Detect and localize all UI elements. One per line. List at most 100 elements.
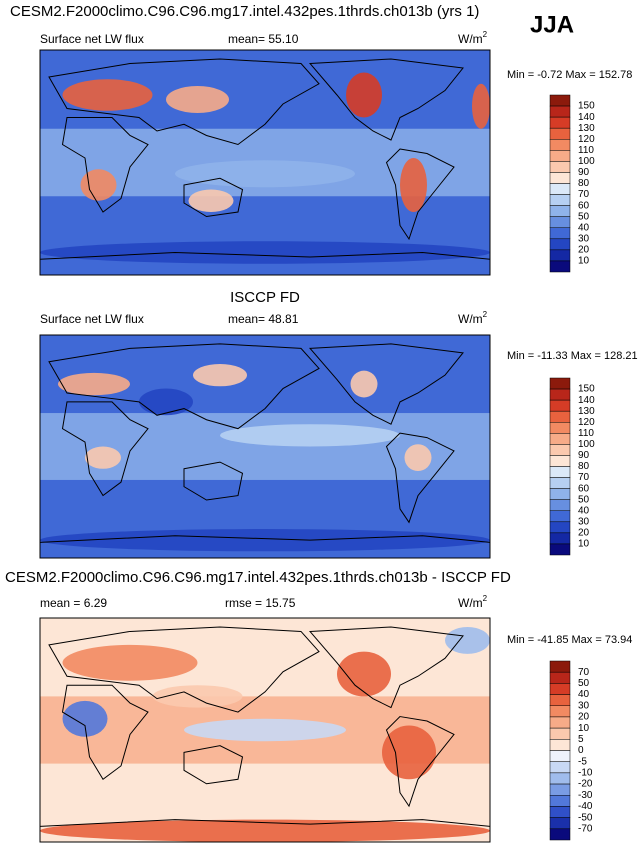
colorbar-box	[549, 543, 571, 556]
colorbar-label: 140	[578, 395, 595, 406]
coastline	[385, 432, 455, 524]
colorbar-box	[549, 705, 571, 718]
colorbar-label: 5	[578, 734, 584, 745]
colorbar-box	[549, 433, 571, 445]
colorbar-box	[549, 716, 571, 729]
map-field	[62, 79, 153, 111]
colorbar-box	[549, 750, 571, 762]
panel-title: CESM2.F2000climo.C96.C96.mg17.intel.432p…	[5, 569, 511, 586]
colorbar-label: 120	[578, 417, 595, 428]
colorbar-box	[549, 683, 571, 695]
coastline	[40, 819, 490, 827]
colorbar-label: -30	[578, 790, 593, 801]
coastline	[308, 343, 464, 425]
colorbar-box	[549, 410, 571, 423]
colorbar-label: -10	[578, 768, 593, 779]
coastline	[183, 177, 244, 218]
colorbar-label: 70	[578, 472, 590, 483]
map-field	[472, 83, 490, 129]
colorbar-label: 150	[578, 101, 595, 112]
map-field	[40, 241, 490, 264]
map-field	[62, 644, 198, 681]
map-field	[40, 529, 490, 552]
unit-sup: 2	[483, 310, 488, 319]
colorbar-label: 90	[578, 450, 590, 461]
coastline	[40, 251, 490, 260]
left-label: Surface net LW flux	[40, 32, 144, 46]
colorbar-label: 20	[578, 712, 590, 723]
colorbar-label: 100	[578, 156, 595, 167]
center-label: mean= 55.10	[228, 32, 299, 46]
colorbar-box	[549, 105, 571, 118]
colorbar-label: 20	[578, 245, 590, 256]
coastline	[61, 117, 149, 213]
map	[40, 335, 490, 558]
colorbar-label: 90	[578, 167, 590, 178]
colorbar-label: 60	[578, 200, 590, 211]
unit-base: W/m	[458, 312, 483, 326]
panel-title: CESM2.F2000climo.C96.C96.mg17.intel.432p…	[10, 3, 479, 20]
colorbar-box	[549, 488, 571, 500]
map	[40, 618, 490, 842]
unit-label: W/m2	[458, 30, 488, 46]
min-max: Min = -11.33 Max = 128.21	[507, 350, 638, 362]
colorbar-label: 10	[578, 256, 590, 267]
colorbar-box	[549, 94, 571, 107]
colorbar-label: 30	[578, 700, 590, 711]
colorbar-box	[549, 694, 571, 706]
colorbar-box	[549, 399, 571, 412]
map-field	[139, 388, 193, 416]
colorbar-box	[549, 828, 571, 841]
colorbar-box	[549, 817, 571, 830]
colorbar-box	[549, 422, 571, 434]
coastline	[48, 58, 320, 146]
colorbar-label: 80	[578, 461, 590, 472]
left-label: Surface net LW flux	[40, 312, 144, 326]
map-frame	[39, 49, 491, 276]
coastline	[183, 461, 244, 501]
colorbar-label: -20	[578, 779, 593, 790]
colorbar-box	[549, 183, 571, 195]
colorbar-label: 40	[578, 689, 590, 700]
colorbar-box	[549, 783, 571, 796]
map-field	[40, 819, 490, 842]
colorbar-box	[549, 532, 571, 545]
colorbar-box	[549, 172, 571, 184]
coastline	[385, 716, 455, 808]
colorbar-label: 100	[578, 439, 595, 450]
colorbar-box	[549, 660, 571, 673]
colorbar-box	[549, 444, 571, 456]
center-label: rmse = 15.75	[225, 596, 296, 610]
left-label: mean = 6.29	[40, 596, 107, 610]
colorbar-box	[549, 227, 571, 240]
map-field	[175, 160, 355, 188]
coastline	[308, 626, 464, 709]
colorbar-label: 10	[578, 539, 590, 550]
colorbar-label: 130	[578, 123, 595, 134]
colorbar-label: 50	[578, 678, 590, 689]
colorbar-label: 130	[578, 406, 595, 417]
colorbar-box	[549, 806, 571, 818]
colorbar-box	[549, 205, 571, 217]
colorbar-box	[549, 772, 571, 785]
coastline	[385, 148, 455, 241]
coastline	[183, 745, 244, 785]
season-label: JJA	[530, 11, 574, 38]
colorbar-box	[549, 238, 571, 251]
unit-base: W/m	[458, 596, 483, 610]
colorbar-box	[549, 499, 571, 511]
colorbar-label: 150	[578, 384, 595, 395]
colorbar-label: -70	[578, 823, 593, 834]
coastline	[61, 401, 149, 497]
map-frame	[39, 334, 491, 559]
map-field	[346, 72, 382, 118]
colorbar-label: 40	[578, 222, 590, 233]
map-field	[188, 189, 234, 212]
map-field	[62, 700, 108, 737]
center-label: mean= 48.81	[228, 312, 299, 326]
map-field	[85, 446, 121, 469]
colorbar-box	[549, 795, 571, 807]
colorbar-box	[549, 150, 571, 162]
map-field	[445, 626, 490, 654]
colorbar-label: 40	[578, 505, 590, 516]
